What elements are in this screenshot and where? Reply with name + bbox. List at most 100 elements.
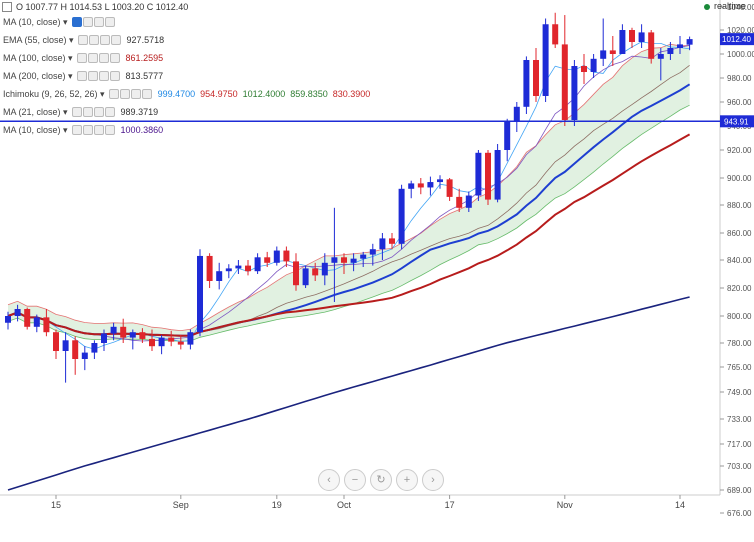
realtime-label: realtime bbox=[713, 1, 746, 11]
y-tick-label: 840.00 bbox=[727, 256, 752, 265]
candle-body bbox=[369, 249, 376, 255]
candle-body bbox=[629, 30, 635, 42]
y-tick-label: 765.00 bbox=[727, 363, 752, 372]
candle-body bbox=[187, 332, 194, 345]
y-tick-label: 960.00 bbox=[727, 98, 752, 107]
add-icon[interactable] bbox=[93, 107, 104, 117]
indicator-value: 861.2595 bbox=[125, 53, 164, 63]
candle-body bbox=[254, 257, 261, 272]
collapse-icon[interactable] bbox=[2, 1, 12, 12]
y-tick-label: 717.00 bbox=[727, 440, 752, 449]
indicator-name[interactable]: Ichimoku (9, 26, 52, 26) ▾ bbox=[3, 89, 105, 99]
add-icon[interactable] bbox=[98, 71, 109, 81]
gear-icon[interactable] bbox=[87, 71, 98, 81]
close-icon[interactable] bbox=[109, 71, 120, 81]
x-tick-label: 15 bbox=[51, 500, 61, 510]
eye-icon[interactable] bbox=[71, 107, 82, 117]
legend-row: MA (200, close) ▾ 813.5777 bbox=[0, 67, 375, 85]
candle-body bbox=[206, 255, 213, 281]
legend-row: MA (21, close) ▾ 989.3719 bbox=[0, 103, 375, 121]
eye-icon[interactable] bbox=[77, 35, 88, 45]
add-icon[interactable] bbox=[98, 53, 109, 63]
indicator-name[interactable]: MA (100, close) ▾ bbox=[3, 53, 73, 63]
candle-body bbox=[81, 352, 88, 359]
close-icon[interactable] bbox=[110, 35, 121, 45]
candle-body bbox=[379, 238, 386, 250]
candle-body bbox=[446, 179, 453, 197]
indicator-controls bbox=[76, 53, 120, 63]
candle-body bbox=[245, 265, 251, 272]
realtime-status: realtime bbox=[703, 1, 746, 11]
candle-body bbox=[110, 326, 117, 334]
x-tick-label: Oct bbox=[337, 500, 352, 510]
legend-row: MA (10, close) ▾ 1000.3860 bbox=[0, 121, 375, 139]
legend-row: MA (10, close) ▾ bbox=[0, 13, 375, 31]
x-tick-label: Nov bbox=[557, 500, 574, 510]
candle-body bbox=[350, 258, 357, 263]
eye-icon[interactable] bbox=[76, 71, 87, 81]
candle-body bbox=[91, 343, 98, 353]
y-tick-label: 980.00 bbox=[727, 74, 752, 83]
add-icon[interactable] bbox=[93, 17, 104, 27]
current-price-badge bbox=[720, 33, 754, 46]
candle-body bbox=[408, 183, 415, 189]
add-icon[interactable] bbox=[130, 89, 141, 99]
current-price-label: 1012.40 bbox=[722, 35, 751, 44]
indicator-name[interactable]: MA (21, close) ▾ bbox=[3, 107, 68, 117]
reset-zoom-button[interactable]: ↻ bbox=[370, 469, 392, 491]
x-tick-label: 19 bbox=[272, 500, 282, 510]
gear-icon[interactable] bbox=[82, 17, 93, 27]
close-icon[interactable] bbox=[109, 53, 120, 63]
candle-body bbox=[427, 182, 434, 188]
candle-body bbox=[465, 195, 472, 208]
candle-body bbox=[561, 44, 568, 120]
eye-icon[interactable] bbox=[71, 17, 82, 27]
add-icon[interactable] bbox=[93, 125, 104, 135]
close-icon[interactable] bbox=[104, 17, 115, 27]
indicator-name[interactable]: MA (10, close) ▾ bbox=[3, 125, 68, 135]
candle-body bbox=[197, 255, 203, 333]
close-icon[interactable] bbox=[104, 125, 115, 135]
legend-row: EMA (55, close) ▾ 927.5718 bbox=[0, 31, 375, 49]
gear-icon[interactable] bbox=[87, 53, 98, 63]
close-icon[interactable] bbox=[104, 107, 115, 117]
eye-icon[interactable] bbox=[76, 53, 87, 63]
y-tick-label: 780.00 bbox=[727, 339, 752, 348]
candle-body bbox=[456, 196, 463, 208]
eye-icon[interactable] bbox=[71, 125, 82, 135]
indicator-name[interactable]: MA (10, close) ▾ bbox=[3, 17, 68, 27]
zoom-in-button[interactable]: + bbox=[396, 469, 418, 491]
candle-body bbox=[62, 340, 69, 351]
y-tick-label: 920.00 bbox=[727, 146, 752, 155]
candle-body bbox=[321, 262, 328, 276]
indicator-value: 989.3719 bbox=[120, 107, 159, 117]
gear-icon[interactable] bbox=[82, 125, 93, 135]
candle-body bbox=[101, 333, 107, 343]
scroll-right-button[interactable]: › bbox=[422, 469, 444, 491]
ohlc-readout: O 1007.77 H 1014.53 L 1003.20 C 1012.40 bbox=[16, 1, 189, 12]
candle-body bbox=[523, 60, 530, 107]
candle-body bbox=[657, 54, 664, 59]
close-icon[interactable] bbox=[141, 89, 152, 99]
gear-icon[interactable] bbox=[119, 89, 130, 99]
add-icon[interactable] bbox=[99, 35, 110, 45]
indicator-value: 999.4700 bbox=[157, 89, 196, 99]
indicator-value: 954.9750 bbox=[200, 89, 238, 99]
candle-body bbox=[581, 66, 587, 72]
candle-body bbox=[177, 341, 184, 345]
candle-body bbox=[571, 66, 578, 120]
indicator-name[interactable]: MA (200, close) ▾ bbox=[3, 71, 73, 81]
indicator-legend: O 1007.77 H 1014.53 L 1003.20 C 1012.40 … bbox=[0, 0, 375, 139]
eye-icon[interactable] bbox=[108, 89, 119, 99]
scroll-left-button[interactable]: ‹ bbox=[318, 469, 340, 491]
gear-icon[interactable] bbox=[88, 35, 99, 45]
gear-icon[interactable] bbox=[82, 107, 93, 117]
indicator-value: 1012.4000 bbox=[242, 89, 286, 99]
candle-body bbox=[437, 179, 443, 183]
zoom-out-button[interactable]: − bbox=[344, 469, 366, 491]
x-tick-label: 14 bbox=[675, 500, 685, 510]
indicator-name[interactable]: EMA (55, close) ▾ bbox=[3, 35, 74, 45]
candle-body bbox=[293, 261, 299, 286]
candle-body bbox=[158, 337, 165, 347]
